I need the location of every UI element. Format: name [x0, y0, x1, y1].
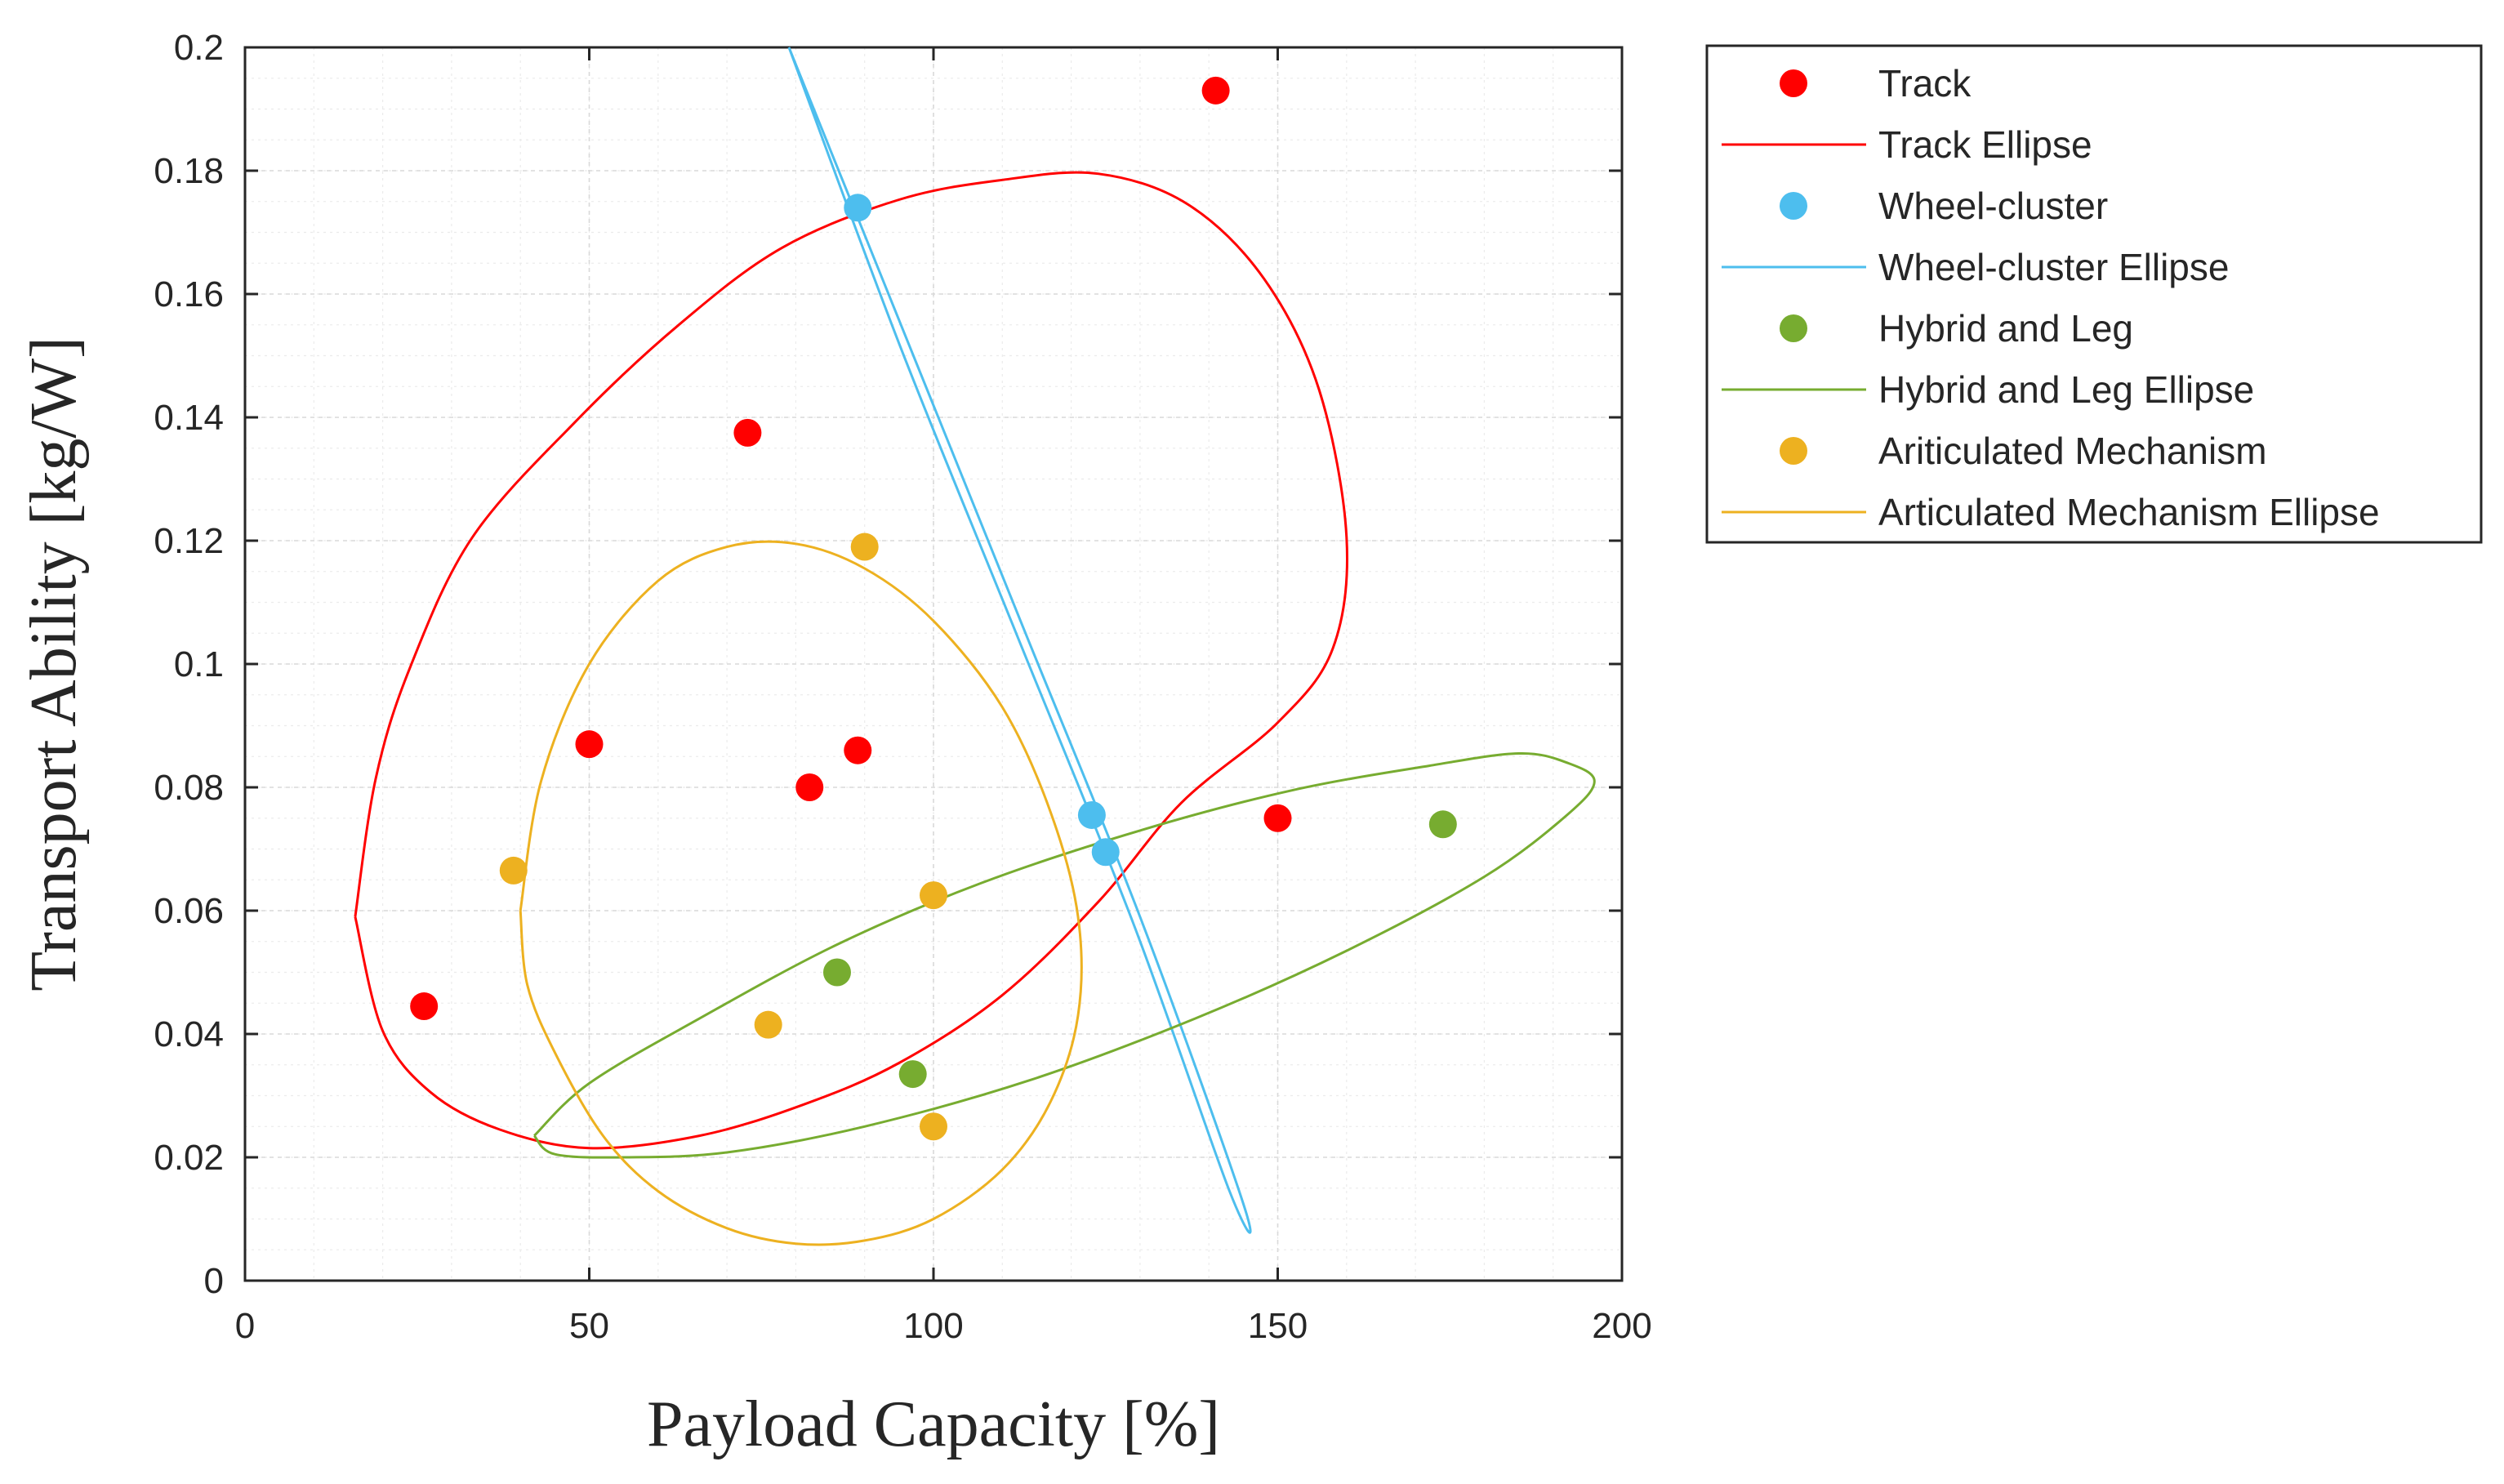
- x-tick-label: 0: [235, 1306, 255, 1346]
- y-tick-label: 0.12: [154, 521, 224, 561]
- x-tick-label: 200: [1592, 1306, 1651, 1346]
- ellipse-hybrid-and-leg-ellipse: [532, 751, 1596, 1159]
- point-ariticulated-mechanism: [850, 533, 879, 561]
- y-tick-label: 0: [204, 1261, 224, 1301]
- y-tick-label: 0.08: [154, 768, 224, 808]
- point-track: [844, 736, 872, 764]
- ellipse-track-ellipse: [354, 171, 1348, 1150]
- legend-label-articulated-mechanism-ellipse: Articulated Mechanism Ellipse: [1878, 491, 2380, 533]
- legend-box: [1705, 44, 2483, 544]
- y-tick-label: 0.06: [154, 891, 224, 931]
- y-tick-label: 0.14: [154, 398, 224, 438]
- y-tick-label: 0.2: [174, 28, 224, 68]
- legend-label-hybrid-and-leg-ellipse: Hybrid and Leg Ellipse: [1878, 368, 2254, 411]
- point-track: [575, 730, 604, 759]
- point-track: [1263, 804, 1292, 832]
- point-wheel-cluster: [1077, 800, 1106, 829]
- point-wheel-cluster: [844, 194, 872, 222]
- point-ariticulated-mechanism: [754, 1010, 782, 1039]
- ellipse-articulated-mechanism-ellipse: [519, 540, 1083, 1246]
- legend-label-hybrid-and-leg: Hybrid and Leg: [1878, 307, 2133, 350]
- x-tick-label: 150: [1248, 1306, 1308, 1346]
- legend-label-track: Track: [1878, 62, 1972, 105]
- legend-label-wheel-cluster: Wheel-cluster: [1878, 185, 2108, 227]
- point-hybrid-and-leg: [822, 958, 851, 987]
- y-tick-label: 0.1: [174, 644, 224, 684]
- point-hybrid-and-leg: [898, 1060, 927, 1089]
- point-track: [410, 992, 439, 1021]
- axis-ticks: 0 50 100 150 200 0 0.02 0.04 0.06 0.08 0.1 0.12 0.14…: [154, 28, 1651, 1346]
- y-tick-label: 0.02: [154, 1138, 224, 1178]
- legend-marker-ariticulated-mechanism: [1780, 437, 1807, 465]
- y-tick-label: 0.04: [154, 1014, 224, 1054]
- x-tick-label: 50: [569, 1306, 609, 1346]
- y-tick-label: 0.16: [154, 274, 224, 314]
- legend-label-ariticulated-mechanism: Ariticulated Mechanism: [1878, 430, 2267, 472]
- series: [354, 47, 1596, 1246]
- x-axis-label: Payload Capacity [%]: [647, 1388, 1220, 1460]
- y-tick-label: 0.18: [154, 151, 224, 191]
- point-hybrid-and-leg: [1428, 810, 1457, 839]
- point-ariticulated-mechanism: [920, 1112, 947, 1141]
- legend-label-wheel-cluster-ellipse: Wheel-cluster Ellipse: [1878, 246, 2229, 288]
- legend-marker-hybrid-and-leg: [1780, 314, 1807, 342]
- legend-label-track-ellipse: Track Ellipse: [1878, 123, 2092, 166]
- legend: Track Track Ellipse Wheel-cluster Wheel-clu…: [1705, 44, 2483, 544]
- x-tick-label: 100: [903, 1306, 963, 1346]
- point-wheel-cluster: [1091, 838, 1120, 867]
- point-ariticulated-mechanism: [499, 856, 528, 885]
- grid: [244, 47, 1623, 1281]
- point-track: [795, 773, 824, 801]
- y-axis-label: Transport Ability [kg/W]: [18, 336, 90, 991]
- legend-marker-track: [1780, 69, 1807, 97]
- point-track: [1201, 76, 1230, 105]
- point-ariticulated-mechanism: [920, 881, 947, 910]
- point-track: [733, 418, 762, 447]
- legend-marker-wheel-cluster: [1780, 192, 1807, 220]
- ellipse-wheel-cluster-ellipse: [787, 47, 1252, 1234]
